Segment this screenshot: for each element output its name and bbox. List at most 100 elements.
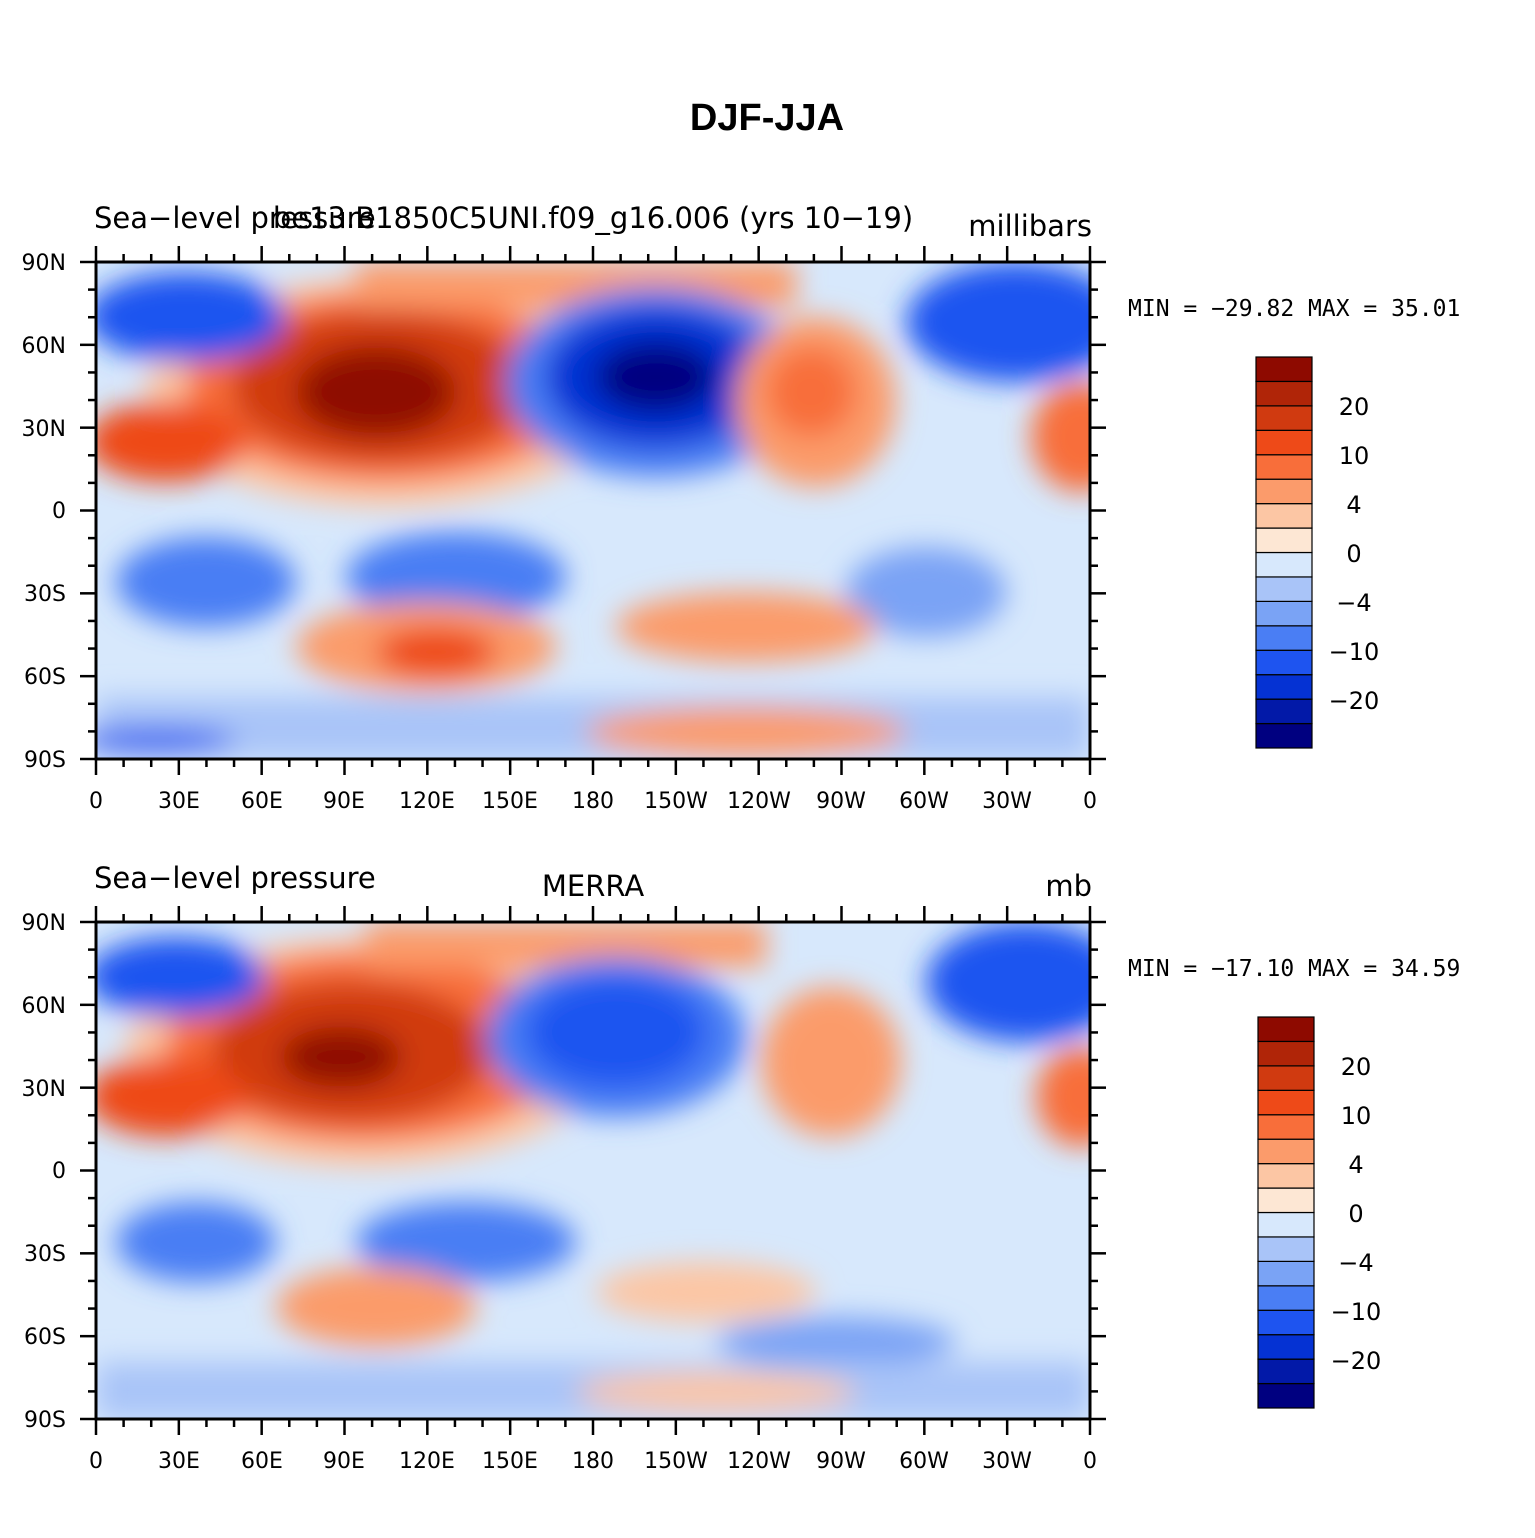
colorbar-box — [1257, 1040, 1315, 1067]
figure-title: DJF-JJA — [690, 97, 844, 139]
lat-label: 30S — [24, 582, 66, 607]
panel-merra: Sea−level pressure MERRA mb MIN = −17.10… — [22, 861, 1461, 1474]
lon-label: 150E — [482, 1449, 538, 1474]
colorbar-box — [1257, 1089, 1315, 1116]
lon-label: 0 — [89, 1449, 103, 1474]
lat-label: 90S — [24, 748, 66, 773]
colorbar-label: −4 — [1338, 1249, 1373, 1277]
colorbar-label: 0 — [1348, 1200, 1363, 1228]
lon-label: 90E — [323, 1449, 365, 1474]
axis-ticks — [80, 246, 1106, 775]
axis-ticks — [80, 906, 1106, 1435]
lat-label: 30S — [24, 1242, 66, 1267]
colorbar-box — [1257, 1187, 1315, 1214]
colorbar-box — [1255, 527, 1313, 554]
colorbar-label: −20 — [1331, 1347, 1382, 1375]
lon-label: 90E — [323, 789, 365, 814]
colorbar-box — [1257, 1163, 1315, 1189]
colorbar-box — [1255, 503, 1313, 529]
colorbar-label: −10 — [1331, 1298, 1382, 1326]
lat-label: 90N — [22, 251, 66, 276]
colorbar-box — [1257, 1114, 1315, 1140]
lon-label: 30W — [982, 789, 1032, 814]
colorbar-box — [1255, 722, 1313, 749]
lon-label: 0 — [89, 789, 103, 814]
lon-label: 120W — [727, 789, 791, 814]
colorbar-box — [1255, 454, 1313, 480]
colorbar-label: −20 — [1329, 687, 1380, 715]
colorbar-label: 4 — [1346, 491, 1361, 519]
colorbar-box — [1255, 625, 1313, 651]
colorbar-box — [1255, 698, 1313, 725]
colorbar-box — [1257, 1358, 1315, 1385]
lat-label: 0 — [52, 1159, 66, 1184]
colorbar — [1255, 356, 1313, 749]
lat-labels: 90N 60N 30N 0 30S 60S 90S — [22, 911, 66, 1433]
colorbar-box — [1257, 1211, 1315, 1238]
colorbar-box — [1255, 551, 1313, 578]
panel-left-title: Sea−level pressure — [94, 201, 376, 235]
colorbar-box — [1255, 600, 1313, 627]
lon-label: 120E — [399, 789, 455, 814]
colorbar-box — [1255, 380, 1313, 407]
lon-label: 90W — [816, 789, 866, 814]
colorbar-box — [1255, 576, 1313, 602]
colorbar-box — [1255, 429, 1313, 456]
colorbar-labels: 20 10 4 0 −4 −10 −20 — [1329, 393, 1380, 715]
lon-label: 30W — [982, 1449, 1032, 1474]
lat-label: 60S — [24, 665, 66, 690]
lon-label: 60E — [241, 789, 283, 814]
lon-label: 150W — [644, 789, 708, 814]
colorbar-label: 20 — [1341, 1053, 1372, 1081]
colorbar-box — [1257, 1065, 1315, 1091]
colorbar-label: 20 — [1339, 393, 1370, 421]
lon-label: 150E — [482, 789, 538, 814]
panel-center-title: be13.B1850C5UNI.f09_g16.006 (yrs 10−19) — [273, 201, 913, 235]
min-max-label: MIN = −29.82 MAX = 35.01 — [1128, 296, 1460, 322]
colorbar-box — [1257, 1138, 1315, 1165]
lon-label: 60E — [241, 1449, 283, 1474]
lon-label: 60W — [899, 789, 949, 814]
lon-label: 30E — [158, 789, 200, 814]
colorbar-box — [1257, 1309, 1315, 1336]
colorbar-label: −4 — [1336, 589, 1371, 617]
lat-label: 90S — [24, 1408, 66, 1433]
map-field — [96, 262, 1090, 759]
colorbar-label: −10 — [1329, 638, 1380, 666]
colorbar-label: 0 — [1346, 540, 1361, 568]
colorbar-box — [1257, 1260, 1315, 1287]
panel-units: mb — [1045, 869, 1092, 903]
lat-labels: 90N 60N 30N 0 30S 60S 90S — [22, 251, 66, 773]
lat-label: 30N — [22, 1077, 66, 1102]
lon-label: 120W — [727, 1449, 791, 1474]
lat-label: 0 — [52, 499, 66, 524]
lon-label: 60W — [899, 1449, 949, 1474]
colorbar-box — [1255, 649, 1313, 676]
lon-label: 180 — [572, 1449, 614, 1474]
lon-labels: 0 30E 60E 90E 120E 150E 180 150W 120W 90… — [89, 789, 1097, 814]
panel-units: millibars — [968, 209, 1092, 243]
colorbar-label: 10 — [1339, 442, 1370, 470]
lon-label: 0 — [1083, 789, 1097, 814]
lat-label: 30N — [22, 417, 66, 442]
panel-center-title: MERRA — [542, 869, 644, 903]
lon-label: 180 — [572, 789, 614, 814]
colorbar-label: 10 — [1341, 1102, 1372, 1130]
colorbar — [1257, 1016, 1315, 1409]
lon-label: 30E — [158, 1449, 200, 1474]
colorbar-box — [1257, 1285, 1315, 1311]
map-field — [96, 922, 1090, 1419]
colorbar-box — [1257, 1334, 1315, 1360]
colorbar-box — [1257, 1016, 1315, 1043]
lon-label: 150W — [644, 1449, 708, 1474]
colorbar-box — [1255, 478, 1313, 505]
colorbar-labels: 20 10 4 0 −4 −10 −20 — [1331, 1053, 1382, 1375]
lat-label: 60S — [24, 1325, 66, 1350]
panel-model: Sea−level pressure be13.B1850C5UNI.f09_g… — [22, 201, 1461, 814]
colorbar-box — [1255, 674, 1313, 700]
min-max-label: MIN = −17.10 MAX = 34.59 — [1128, 956, 1460, 982]
lon-label: 90W — [816, 1449, 866, 1474]
lat-label: 60N — [22, 994, 66, 1019]
lon-labels: 0 30E 60E 90E 120E 150E 180 150W 120W 90… — [89, 1449, 1097, 1474]
